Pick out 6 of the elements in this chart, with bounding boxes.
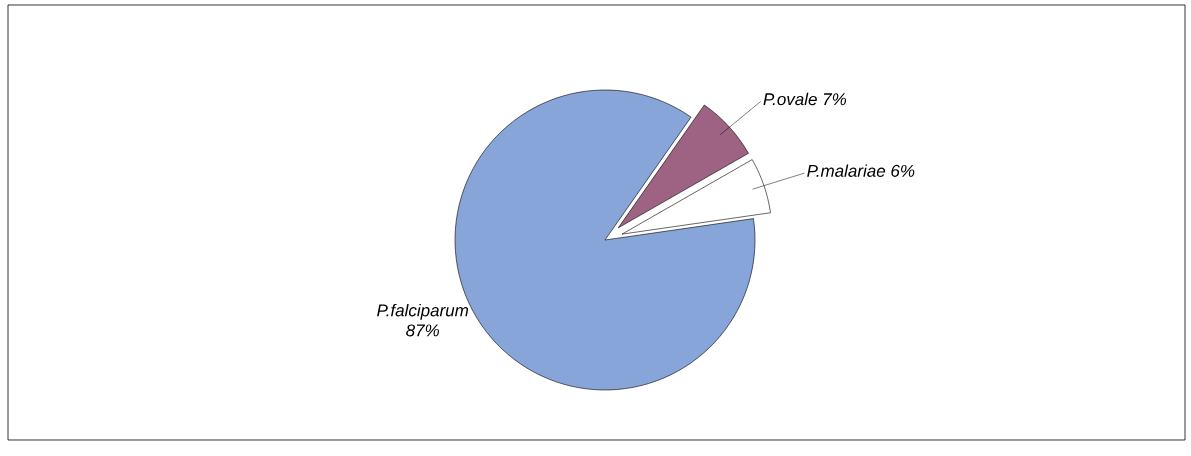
- slice-label: P.malariae: [807, 164, 886, 177]
- data-label: 7%: [823, 93, 847, 106]
- slice-label: P.falciparum: [377, 303, 469, 320]
- data-label: 6%: [891, 164, 915, 177]
- slice-label: P.ovale: [763, 92, 817, 106]
- data-label: 87%: [406, 324, 439, 337]
